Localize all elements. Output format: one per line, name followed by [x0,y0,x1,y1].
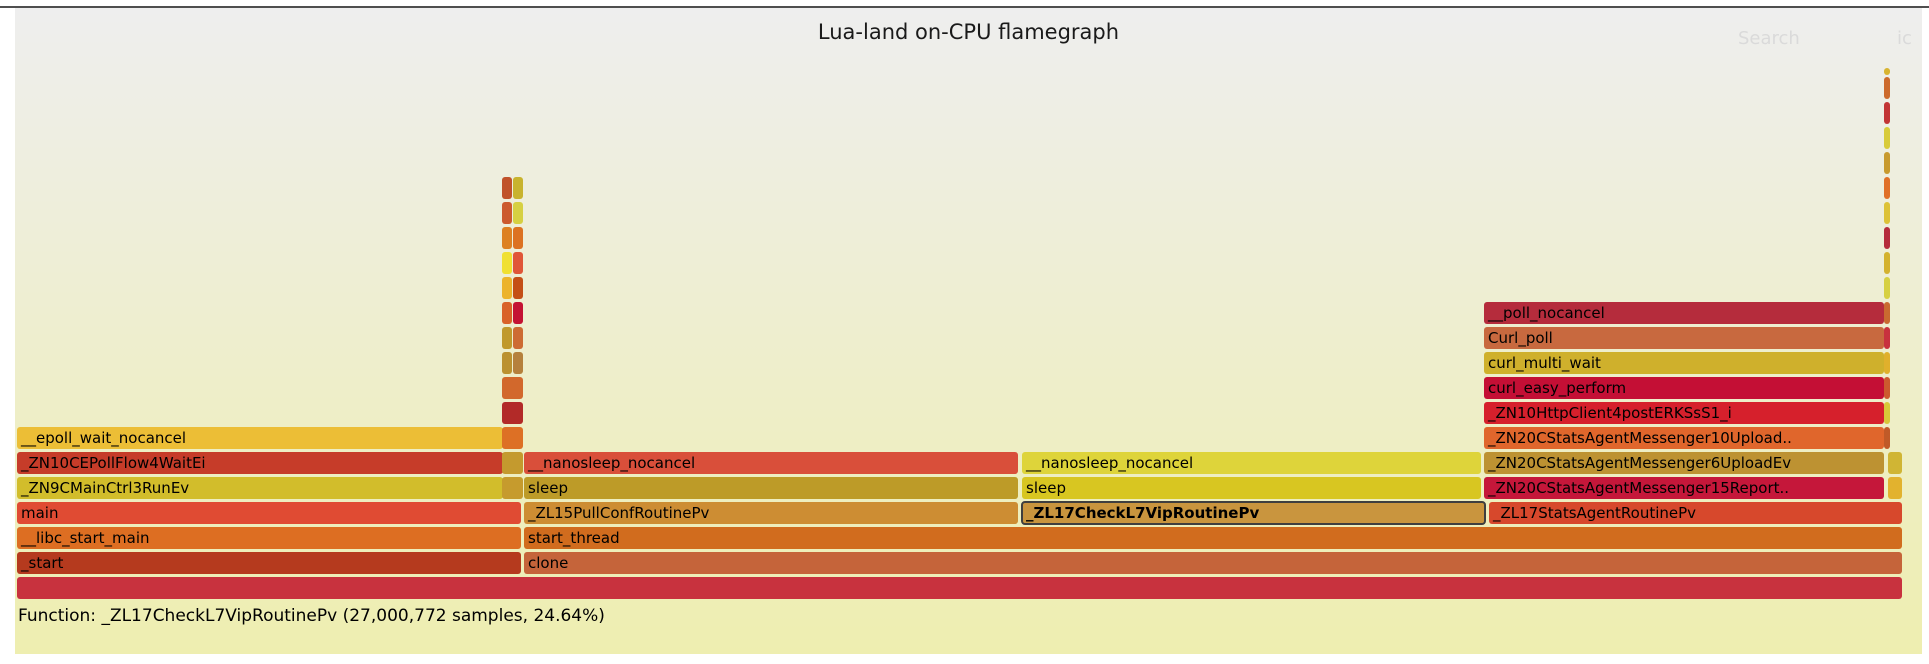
flame-frame[interactable] [502,327,512,349]
flame-frame-__poll_nocancel[interactable]: __poll_nocancel [1484,302,1884,324]
flame-frame-Curl_poll[interactable]: Curl_poll [1484,327,1884,349]
flame-frame[interactable] [502,377,523,399]
flame-frame[interactable] [1888,477,1902,499]
flame-frame[interactable] [1884,152,1890,174]
flame-frame-_ZN9CMainCtrl3RunEv[interactable]: _ZN9CMainCtrl3RunEv [17,477,503,499]
flame-frame-_start[interactable]: _start [17,552,521,574]
flame-frame[interactable] [513,252,523,274]
flame-frame[interactable] [502,227,512,249]
flame-frame[interactable] [513,202,523,224]
flame-frame-start_thread[interactable]: start_thread [524,527,1902,549]
flame-frame[interactable] [513,327,523,349]
flame-frame[interactable] [1884,352,1890,374]
flame-frame[interactable] [502,277,512,299]
flame-frame-main[interactable]: main [17,502,521,524]
flame-frame[interactable] [1884,302,1890,324]
flame-frame[interactable] [513,177,523,199]
flame-frame[interactable] [502,302,512,324]
flame-frame[interactable] [502,452,523,474]
flame-frame[interactable] [1884,202,1890,224]
flame-frame-__nanosleep_nocancel[interactable]: __nanosleep_nocancel [524,452,1018,474]
flame-frame[interactable] [502,352,512,374]
flame-frame[interactable] [513,277,523,299]
flame-frame[interactable] [1884,177,1890,199]
flame-frame-__epoll_wait_nocancel[interactable]: __epoll_wait_nocancel [17,427,503,449]
flame-frame-sleep[interactable]: sleep [1022,477,1481,499]
top-border-line [0,6,1929,8]
flame-frame[interactable] [1884,377,1890,399]
flame-frame[interactable] [1884,277,1890,299]
flame-frame[interactable] [502,427,523,449]
flame-frame[interactable] [1884,102,1890,124]
flame-frame-_ZL15PullConfRoutinePv[interactable]: _ZL15PullConfRoutinePv [524,502,1018,524]
flame-frame-curl_multi_wait[interactable]: curl_multi_wait [1484,352,1884,374]
page-title: Lua-land on-CPU flamegraph [817,20,1120,44]
flame-frame[interactable] [513,352,523,374]
flame-frame-curl_easy_perform[interactable]: curl_easy_perform [1484,377,1884,399]
flame-frame[interactable] [1884,68,1890,75]
flame-frame-_ZL17CheckL7VipRoutinePv[interactable]: _ZL17CheckL7VipRoutinePv [1021,501,1486,525]
flame-frame[interactable] [502,477,523,499]
flame-frame[interactable] [513,227,523,249]
flame-frame[interactable] [1888,452,1902,474]
flame-frame-__libc_start_main[interactable]: __libc_start_main [17,527,521,549]
flame-frame-_ZN20CStatsAgentMessenger15Report..[interactable]: _ZN20CStatsAgentMessenger15Report.. [1484,477,1884,499]
search-button[interactable]: Search [1738,28,1800,49]
flame-frame-clone[interactable]: clone [524,552,1902,574]
flame-frame[interactable] [1884,227,1890,249]
flame-frame[interactable] [1884,77,1890,99]
status-bar: Function: _ZL17CheckL7VipRoutinePv (27,0… [18,606,605,626]
flame-frame-_ZN20CStatsAgentMessenger6UploadEv[interactable]: _ZN20CStatsAgentMessenger6UploadEv [1484,452,1884,474]
flame-frame[interactable] [502,252,512,274]
flame-frame[interactable] [502,202,512,224]
flame-frame[interactable] [1884,327,1890,349]
corner-label: ic [1897,28,1912,49]
flame-frame[interactable] [502,402,523,424]
flame-frame-_ZN20CStatsAgentMessenger10Upload..[interactable]: _ZN20CStatsAgentMessenger10Upload.. [1484,427,1884,449]
flame-frame-sleep[interactable]: sleep [524,477,1018,499]
flame-frame-_ZN10CEPollFlow4WaitEi[interactable]: _ZN10CEPollFlow4WaitEi [17,452,503,474]
flame-frame[interactable] [1884,127,1890,149]
flame-frame[interactable] [502,177,512,199]
flame-frame[interactable] [513,302,523,324]
flame-frame[interactable] [17,577,1902,599]
flame-frame[interactable] [1884,427,1890,449]
flame-frame[interactable] [1884,252,1890,274]
flame-frame-_ZN10HttpClient4postERKSsS1_i[interactable]: _ZN10HttpClient4postERKSsS1_i [1484,402,1884,424]
flame-frame-_ZL17StatsAgentRoutinePv[interactable]: _ZL17StatsAgentRoutinePv [1489,502,1902,524]
flame-frame-__nanosleep_nocancel[interactable]: __nanosleep_nocancel [1022,452,1481,474]
flame-frame[interactable] [1884,402,1890,424]
